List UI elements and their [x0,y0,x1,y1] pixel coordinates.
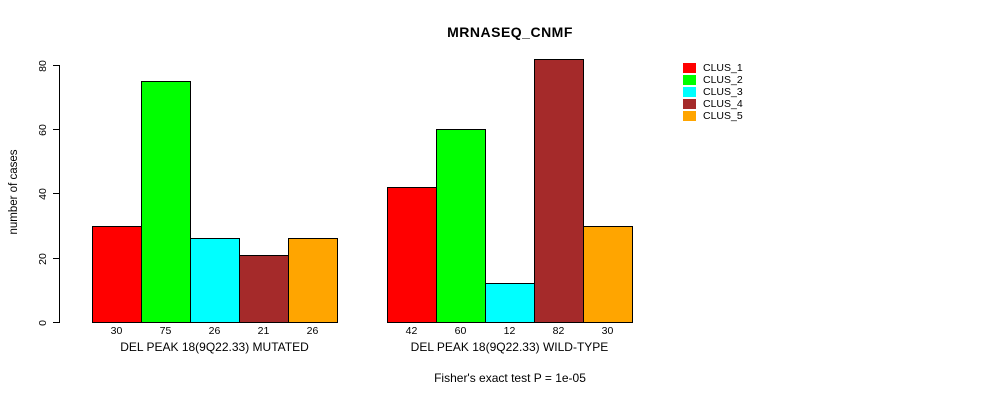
category-label: DEL PEAK 18(9Q22.33) MUTATED [120,340,309,354]
legend-swatch-icon [683,63,696,73]
legend-label: CLUS_2 [703,74,743,86]
legend-swatch-icon [683,99,696,109]
footnote-pvalue: Fisher's exact test P = 1e-05 [434,371,586,385]
legend: CLUS_1 CLUS_2 CLUS_3 CLUS_4 CLUS_5 [683,62,743,122]
y-tick-label: 40 [37,187,49,200]
chart-title: MRNASEQ_CNMF [447,24,573,40]
y-axis-line [59,65,60,323]
legend-item-clus_4: CLUS_4 [683,98,743,110]
y-axis-label: number of cases [8,149,20,235]
legend-swatch-icon [683,87,696,97]
legend-item-clus_3: CLUS_3 [683,86,743,98]
bar-clus_2-group1 [141,81,191,323]
legend-label: CLUS_4 [703,98,743,110]
bar-clus_2-group2 [436,129,486,323]
y-tick-mark [53,258,59,259]
bar-clus_1-group1 [92,226,142,323]
y-tick-mark [53,65,59,66]
bar-value-label: 82 [552,325,565,337]
y-tick-label: 80 [37,59,49,72]
bar-clus_4-group2 [534,59,584,323]
y-tick-mark [53,129,59,130]
y-tick-label: 60 [37,123,49,136]
bar-value-label: 21 [257,325,270,337]
bar-value-label: 42 [405,325,418,337]
bar-value-label: 60 [454,325,467,337]
bar-clus_3-group1 [190,238,240,323]
category-label: DEL PEAK 18(9Q22.33) WILD-TYPE [410,340,609,354]
bar-value-label: 30 [601,325,614,337]
y-tick-label: 20 [37,252,49,265]
bar-value-label: 12 [503,325,516,337]
legend-item-clus_1: CLUS_1 [683,62,743,74]
bar-clus_5-group2 [583,226,633,323]
y-tick-mark [53,193,59,194]
bar-value-label: 26 [208,325,221,337]
bar-value-label: 75 [159,325,172,337]
legend-item-clus_5: CLUS_5 [683,110,743,122]
legend-swatch-icon [683,111,696,121]
bar-clus_4-group1 [239,255,289,323]
legend-label: CLUS_5 [703,110,743,122]
bar-value-label: 26 [306,325,319,337]
legend-label: CLUS_1 [703,62,743,74]
y-tick-mark [53,322,59,323]
bar-clus_1-group2 [387,187,437,323]
legend-swatch-icon [683,75,696,85]
bar-value-label: 30 [110,325,123,337]
legend-item-clus_2: CLUS_2 [683,74,743,86]
bar-clus_3-group2 [485,283,535,323]
y-tick-label: 0 [37,319,49,326]
legend-label: CLUS_3 [703,86,743,98]
bar-clus_5-group1 [288,238,338,323]
